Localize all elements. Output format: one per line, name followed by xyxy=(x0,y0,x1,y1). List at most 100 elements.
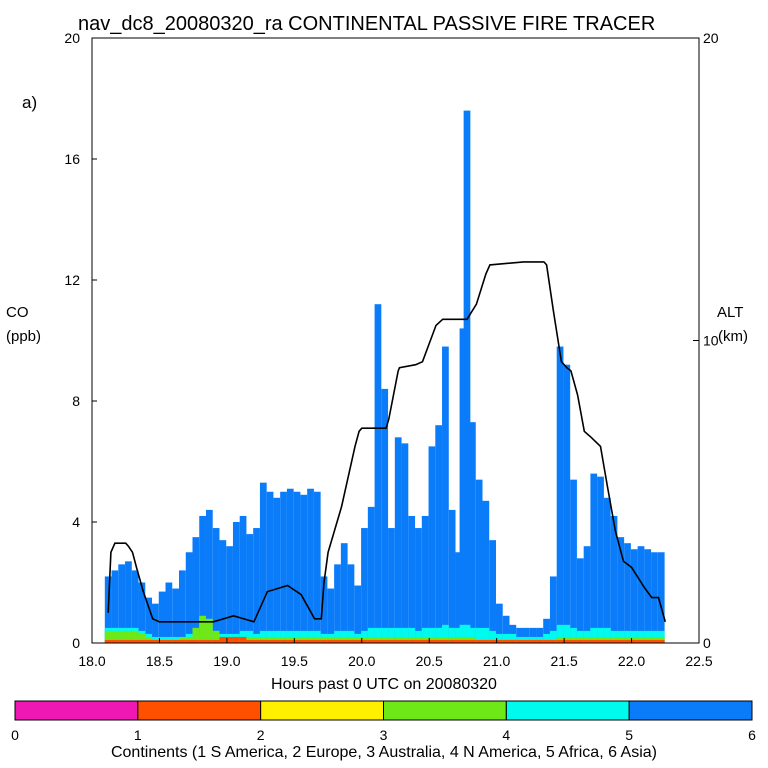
bar-0-3 xyxy=(125,561,132,643)
bar-3-61 xyxy=(509,639,517,643)
bar-0-1 xyxy=(111,570,119,643)
bar-0-2 xyxy=(118,564,126,643)
bar-1-49 xyxy=(435,627,443,644)
colorbar-swatch-2 xyxy=(260,700,384,721)
bar-0-47 xyxy=(421,515,429,643)
bar-3-33 xyxy=(327,639,335,643)
x-tick-label-9: 22.5 xyxy=(685,653,712,669)
bar-0-23 xyxy=(259,482,267,643)
bar-3-63 xyxy=(522,639,530,643)
bar-1-45 xyxy=(408,627,416,644)
bar-2-45 xyxy=(408,636,416,643)
bar-2-51 xyxy=(448,636,456,643)
bar-3-2 xyxy=(118,639,126,643)
bar-0-58 xyxy=(489,540,496,643)
bar-2-40 xyxy=(374,636,382,643)
bar-3-46 xyxy=(415,639,422,643)
bar-1-67 xyxy=(549,630,557,643)
bar-3-21 xyxy=(246,639,254,643)
bar-3-48 xyxy=(428,639,436,643)
bar-2-37 xyxy=(354,636,362,643)
x-tick-label-6: 21.0 xyxy=(483,653,510,669)
altitude-line-group xyxy=(107,261,667,623)
y-right-label-line1: ALT xyxy=(717,304,743,321)
bar-0-41 xyxy=(381,388,389,643)
bar-1-75 xyxy=(603,627,611,644)
bar-1-59 xyxy=(495,633,503,643)
bar-3-66 xyxy=(543,639,550,643)
x-tick-label-4: 20.0 xyxy=(348,653,375,669)
bar-3-79 xyxy=(630,639,638,643)
bar-3-71 xyxy=(576,639,584,643)
x-tick-label-8: 22.0 xyxy=(618,653,645,669)
bar-0-18 xyxy=(226,546,233,643)
bar-0-8 xyxy=(158,591,166,643)
bar-2-15 xyxy=(205,618,213,643)
bar-0-50 xyxy=(442,346,449,643)
bar-3-82 xyxy=(651,639,658,643)
bar-3-0 xyxy=(104,639,112,643)
bar-2-30 xyxy=(307,636,314,643)
bar-0-5 xyxy=(138,582,146,643)
altitude-line xyxy=(107,261,667,623)
bar-3-1 xyxy=(111,639,119,643)
bar-3-10 xyxy=(172,639,179,643)
stacked-bars xyxy=(104,110,665,644)
y-left-axis-ticks: 0 4 8 12 16 20 xyxy=(64,30,97,651)
bar-2-42 xyxy=(388,636,395,643)
bar-3-62 xyxy=(516,639,523,643)
bar-3-34 xyxy=(334,639,341,643)
bar-0-37 xyxy=(354,585,362,643)
bar-2-13 xyxy=(192,627,200,644)
y-left-label-line1: CO xyxy=(6,304,29,321)
bar-1-54 xyxy=(463,624,471,643)
bar-1-47 xyxy=(421,627,429,644)
colorbar-tick-0: 0 xyxy=(11,727,19,743)
bar-0-67 xyxy=(549,576,557,643)
colorbar-tick-4: 4 xyxy=(502,727,510,743)
bar-3-42 xyxy=(388,639,395,643)
colorbar-swatch-5 xyxy=(628,700,753,721)
bar-3-53 xyxy=(459,639,467,643)
bar-2-31 xyxy=(313,636,321,643)
bar-2-52 xyxy=(455,636,463,643)
x-tick-label-2: 19.0 xyxy=(213,653,240,669)
bar-3-8 xyxy=(158,639,166,643)
bar-3-47 xyxy=(421,639,429,643)
bar-0-45 xyxy=(408,515,416,643)
bar-0-60 xyxy=(502,615,510,643)
bar-0-36 xyxy=(347,564,355,643)
bar-1-57 xyxy=(482,627,490,644)
panel-label: a) xyxy=(22,93,37,112)
bar-2-73 xyxy=(590,636,598,643)
bar-3-18 xyxy=(226,636,233,643)
y-left-label-line2: (ppb) xyxy=(6,328,41,345)
bar-2-43 xyxy=(394,636,402,643)
bar-1-10 xyxy=(172,636,179,643)
bar-1-64 xyxy=(529,636,537,643)
chart-title: nav_dc8_20080320_ra CONTINENTAL PASSIVE … xyxy=(78,13,655,35)
bar-3-20 xyxy=(239,636,247,643)
bar-2-26 xyxy=(280,636,287,643)
bar-2-38 xyxy=(361,636,368,643)
bar-2-24 xyxy=(266,636,274,643)
bar-2-41 xyxy=(381,636,389,643)
bar-3-28 xyxy=(293,639,301,643)
bar-0-7 xyxy=(152,603,159,643)
bar-0-54 xyxy=(463,110,471,644)
bar-0-77 xyxy=(617,537,625,644)
bar-0-51 xyxy=(448,509,456,643)
bar-3-9 xyxy=(165,639,173,643)
y-right-label-line2: (km) xyxy=(718,328,748,345)
x-axis-label: Hours past 0 UTC on 20080320 xyxy=(271,676,497,693)
bar-2-44 xyxy=(401,636,409,643)
colorbar-label: Continents (1 S America, 2 Europe, 3 Aus… xyxy=(111,744,657,761)
bar-2-33 xyxy=(327,636,335,643)
bar-2-76 xyxy=(610,636,618,643)
bar-0-15 xyxy=(205,509,213,643)
bar-3-23 xyxy=(259,639,267,643)
bar-3-75 xyxy=(603,639,611,643)
bar-2-50 xyxy=(442,636,449,643)
x-axis-ticks: 18.0 18.5 19.0 19.5 20.0 20.5 21.0 21.5 22.0 22.5 xyxy=(78,638,713,669)
bar-1-65 xyxy=(536,636,544,643)
